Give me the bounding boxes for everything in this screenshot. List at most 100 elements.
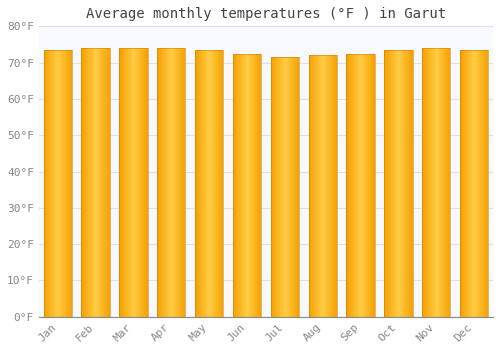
Bar — [195, 50, 224, 317]
Bar — [364, 54, 365, 317]
Bar — [86, 48, 87, 317]
Bar — [200, 50, 201, 317]
Bar — [386, 50, 387, 317]
Bar — [289, 57, 290, 317]
Bar — [210, 50, 211, 317]
Bar — [102, 48, 103, 317]
Bar — [165, 48, 166, 317]
Bar — [205, 50, 206, 317]
Bar — [460, 50, 488, 317]
Bar — [123, 48, 124, 317]
Bar — [134, 48, 135, 317]
Bar — [296, 57, 297, 317]
Bar — [253, 54, 254, 317]
Bar — [334, 55, 335, 317]
Bar — [208, 50, 209, 317]
Bar — [315, 55, 316, 317]
Bar — [256, 54, 257, 317]
Bar — [314, 55, 315, 317]
Bar — [159, 48, 160, 317]
Bar — [82, 48, 110, 317]
Bar — [68, 50, 69, 317]
Bar — [293, 57, 294, 317]
Bar — [217, 50, 218, 317]
Bar — [129, 48, 130, 317]
Bar — [484, 50, 485, 317]
Bar — [240, 54, 241, 317]
Bar — [469, 50, 470, 317]
Bar — [325, 55, 326, 317]
Bar — [408, 50, 409, 317]
Bar — [164, 48, 165, 317]
Bar — [89, 48, 90, 317]
Bar — [144, 48, 145, 317]
Bar — [53, 50, 54, 317]
Bar — [92, 48, 94, 317]
Bar — [67, 50, 68, 317]
Bar — [173, 48, 174, 317]
Bar — [440, 48, 441, 317]
Bar — [308, 55, 309, 317]
Bar — [434, 48, 435, 317]
Bar — [271, 57, 272, 317]
Bar — [252, 54, 253, 317]
Bar — [465, 50, 466, 317]
Bar — [221, 50, 222, 317]
Bar — [477, 50, 478, 317]
Bar — [218, 50, 219, 317]
Bar — [103, 48, 104, 317]
Bar — [246, 54, 247, 317]
Bar — [385, 50, 386, 317]
Bar — [260, 54, 261, 317]
Bar — [172, 48, 173, 317]
Bar — [370, 54, 371, 317]
Bar — [157, 48, 186, 317]
Bar — [135, 48, 136, 317]
Bar — [462, 50, 463, 317]
Bar — [354, 54, 355, 317]
Bar — [119, 48, 148, 317]
Bar — [124, 48, 125, 317]
Bar — [373, 54, 374, 317]
Bar — [70, 50, 71, 317]
Bar — [442, 48, 443, 317]
Bar — [411, 50, 412, 317]
Bar — [431, 48, 432, 317]
Bar — [199, 50, 200, 317]
Bar — [398, 50, 399, 317]
Bar — [356, 54, 357, 317]
Bar — [330, 55, 331, 317]
Bar — [388, 50, 389, 317]
Bar — [61, 50, 62, 317]
Bar — [403, 50, 404, 317]
Bar — [215, 50, 216, 317]
Bar — [336, 55, 337, 317]
Bar — [51, 50, 52, 317]
Bar — [436, 48, 437, 317]
Bar — [352, 54, 353, 317]
Bar — [320, 55, 321, 317]
Bar — [426, 48, 427, 317]
Bar — [125, 48, 126, 317]
Bar — [310, 55, 311, 317]
Bar — [145, 48, 146, 317]
Bar — [311, 55, 312, 317]
Bar — [201, 50, 202, 317]
Bar — [443, 48, 444, 317]
Bar — [437, 48, 438, 317]
Bar — [63, 50, 64, 317]
Bar — [355, 54, 356, 317]
Bar — [316, 55, 317, 317]
Bar — [288, 57, 289, 317]
Bar — [445, 48, 446, 317]
Bar — [444, 48, 445, 317]
Bar — [324, 55, 325, 317]
Bar — [395, 50, 396, 317]
Bar — [55, 50, 56, 317]
Bar — [321, 55, 322, 317]
Bar — [139, 48, 140, 317]
Bar — [244, 54, 246, 317]
Bar — [241, 54, 242, 317]
Bar — [238, 54, 239, 317]
Bar — [214, 50, 215, 317]
